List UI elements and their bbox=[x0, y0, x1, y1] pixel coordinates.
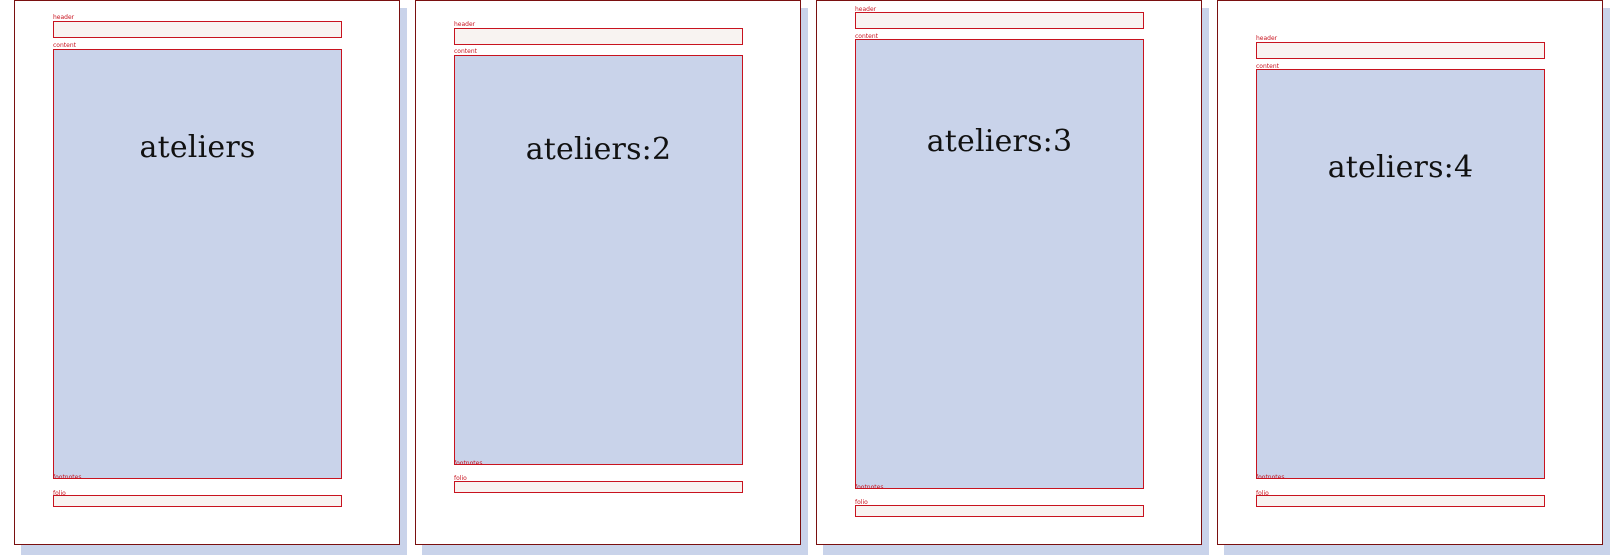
page-1[interactable]: header content ateliers footnotes folio bbox=[14, 0, 400, 545]
page-3[interactable]: header content ateliers:3 footnotes foli… bbox=[816, 0, 1202, 545]
content-frame[interactable]: ateliers:3 bbox=[855, 39, 1144, 489]
header-frame[interactable] bbox=[454, 28, 743, 45]
header-frame[interactable] bbox=[1256, 42, 1545, 59]
folio-frame[interactable] bbox=[454, 481, 743, 493]
content-frame[interactable]: ateliers:2 bbox=[454, 55, 743, 465]
folio-label: folio bbox=[53, 490, 66, 497]
folio-frame[interactable] bbox=[855, 505, 1144, 517]
content-frame[interactable]: ateliers bbox=[53, 49, 342, 479]
footnotes-label: footnotes bbox=[53, 474, 82, 481]
content-label: content bbox=[855, 33, 878, 40]
page-2[interactable]: header content ateliers:2 footnotes foli… bbox=[415, 0, 801, 545]
folio-label: folio bbox=[855, 499, 868, 506]
content-frame[interactable]: ateliers:4 bbox=[1256, 69, 1545, 479]
page-4[interactable]: header content ateliers:4 footnotes foli… bbox=[1217, 0, 1603, 545]
folio-frame[interactable] bbox=[1256, 495, 1545, 507]
content-label: content bbox=[1256, 63, 1279, 70]
footnotes-label: footnotes bbox=[855, 484, 884, 491]
page-title: ateliers:4 bbox=[1327, 150, 1474, 185]
footnotes-label: footnotes bbox=[454, 460, 483, 467]
header-frame[interactable] bbox=[855, 12, 1144, 29]
page-title: ateliers bbox=[139, 130, 256, 165]
header-label: header bbox=[454, 21, 476, 28]
folio-label: folio bbox=[1256, 490, 1269, 497]
page-title: ateliers:2 bbox=[525, 132, 672, 167]
header-label: header bbox=[855, 6, 877, 13]
content-label: content bbox=[454, 48, 477, 55]
content-label: content bbox=[53, 42, 76, 49]
footnotes-label: footnotes bbox=[1256, 474, 1285, 481]
header-label: header bbox=[53, 14, 75, 21]
header-frame[interactable] bbox=[53, 21, 342, 38]
folio-frame[interactable] bbox=[53, 495, 342, 507]
header-label: header bbox=[1256, 35, 1278, 42]
page-title: ateliers:3 bbox=[926, 124, 1073, 159]
folio-label: folio bbox=[454, 475, 467, 482]
